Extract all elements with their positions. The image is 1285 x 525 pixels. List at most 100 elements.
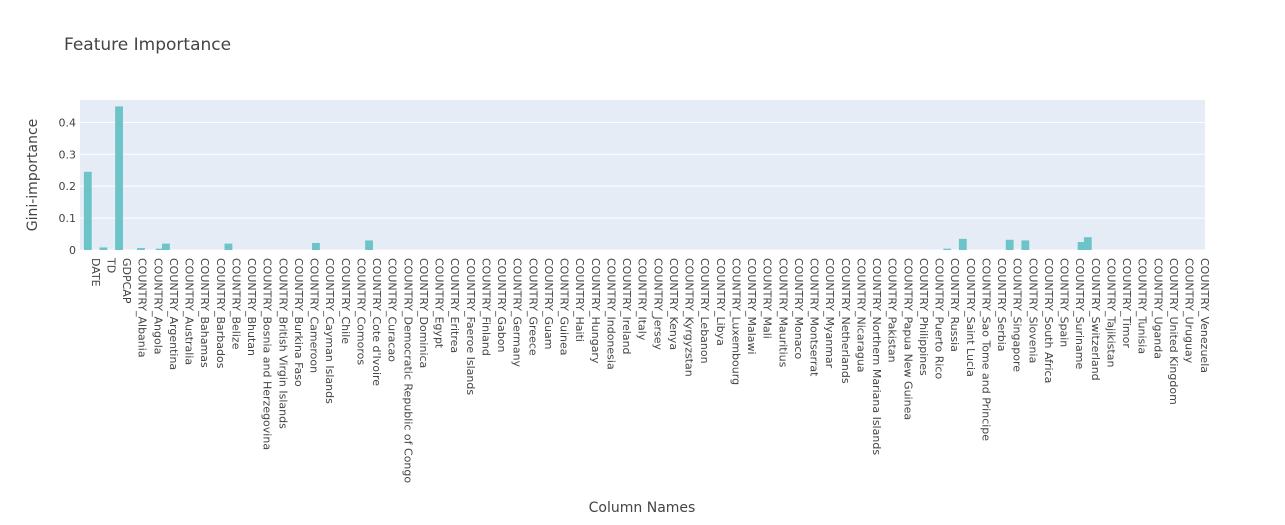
x-tick-label: COUNTRY_Uruguay	[1183, 258, 1196, 364]
x-tick-label: COUNTRY_Jersey	[651, 258, 664, 351]
x-tick-label: COUNTRY_Australia	[183, 258, 196, 365]
x-tick-label: COUNTRY_Kenya	[667, 258, 680, 350]
y-tick-label: 0.3	[59, 148, 77, 161]
x-tick-label: COUNTRY_Kyrgyzstan	[683, 258, 696, 377]
x-tick-label: COUNTRY_Uganda	[1151, 258, 1164, 359]
x-tick-label: COUNTRY_Malawi	[745, 258, 758, 355]
bar	[155, 248, 164, 250]
bar	[115, 106, 123, 250]
bar	[224, 243, 233, 250]
x-tick-label: COUNTRY_Curacao	[386, 258, 399, 362]
bar	[312, 242, 320, 250]
bar	[1021, 240, 1030, 250]
x-tick-label: COUNTRY_Philippines	[917, 258, 930, 376]
y-tick-label: 0	[69, 244, 76, 257]
x-tick-label: COUNTRY_Finland	[479, 258, 492, 356]
y-tick-label: 0.1	[59, 212, 77, 225]
x-tick-label: COUNTRY_Greece	[526, 258, 539, 356]
x-tick-label: COUNTRY_Cayman Islands	[323, 258, 336, 404]
bar	[1083, 237, 1092, 250]
x-tick-label: COUNTRY_Venezuela	[1198, 258, 1211, 373]
x-tick-label: COUNTRY_Ireland	[620, 258, 633, 355]
bars	[83, 106, 1092, 250]
x-tick-label: COUNTRY_Haiti	[573, 258, 586, 342]
x-tick-label: COUNTRY_Spain	[1058, 258, 1071, 347]
gridlines	[80, 121, 1205, 251]
x-axis-title: Column Names	[589, 500, 696, 516]
x-tick-label: COUNTRY_Tajikistan	[1104, 258, 1117, 367]
x-tick-label: COUNTRY_Myanmar	[823, 258, 836, 369]
x-tick-label: COUNTRY_Germany	[511, 258, 524, 368]
x-tick-label: COUNTRY_Netherlands	[839, 258, 852, 384]
x-tick-label: COUNTRY_Singapore	[1011, 258, 1024, 372]
x-tick-label: COUNTRY_Monaco	[792, 258, 805, 359]
x-axis-ticks: DATE TD GDPCAP COUNTRY_Albania COUNTRY_Angol…	[89, 257, 1211, 483]
x-tick-label: COUNTRY_Mauritius	[776, 258, 789, 368]
x-tick-label: COUNTRY_Hungary	[589, 258, 602, 364]
x-tick-label: COUNTRY_Egypt	[433, 258, 446, 349]
bar	[137, 248, 145, 250]
x-tick-label: COUNTRY_Lebanon	[698, 258, 711, 364]
x-tick-label: COUNTRY_Chile	[339, 258, 352, 344]
y-axis-title: Gini-importance	[25, 119, 41, 232]
bar	[958, 238, 967, 250]
x-tick-label: COUNTRY_Eritrea	[448, 258, 461, 353]
x-tick-label: COUNTRY_Bosnia and Herzegovina	[261, 258, 274, 450]
x-tick-label: COUNTRY_Barbados	[214, 258, 227, 369]
plot-area	[80, 100, 1205, 250]
x-tick-label: GDPCAP	[120, 258, 133, 304]
x-tick-label: COUNTRY_Cote d'Ivoire	[370, 258, 383, 386]
x-tick-label: COUNTRY_Guam	[542, 258, 555, 349]
x-tick-label: COUNTRY_Russia	[948, 258, 961, 352]
x-tick-label: COUNTRY_Libya	[714, 258, 727, 346]
x-tick-label: COUNTRY_Montserrat	[808, 258, 821, 377]
x-tick-label: COUNTRY_Angola	[151, 258, 164, 355]
x-tick-label: COUNTRY_Saint Lucia	[964, 258, 977, 377]
x-tick-label: COUNTRY_Comoros	[354, 258, 367, 365]
x-tick-label: COUNTRY_Belize	[229, 258, 242, 350]
x-tick-label: COUNTRY_Mali	[761, 258, 774, 339]
y-tick-label: 0.2	[59, 180, 77, 193]
x-tick-label: COUNTRY_Sao Tome and Principe	[979, 258, 992, 441]
bar	[99, 247, 108, 250]
x-tick-label: COUNTRY_Bahamas	[198, 258, 211, 368]
bar	[162, 243, 170, 250]
x-tick-label: COUNTRY_United Kingdom	[1167, 258, 1180, 405]
x-tick-label: COUNTRY_Indonesia	[604, 258, 617, 370]
x-tick-label: COUNTRY_Cameroon	[308, 258, 321, 373]
bar	[943, 248, 952, 250]
bar	[365, 240, 373, 250]
y-axis-ticks: 0 0.1 0.2 0.3 0.4	[59, 116, 77, 257]
x-tick-label: COUNTRY_Papua New Guinea	[901, 258, 914, 420]
x-tick-label: COUNTRY_Dominica	[417, 258, 430, 368]
bar	[1005, 239, 1014, 250]
x-tick-label: COUNTRY_Albania	[136, 258, 149, 358]
x-tick-label: DATE	[89, 258, 102, 287]
x-tick-label: COUNTRY_Northern Mariana Islands	[870, 258, 883, 455]
x-tick-label: COUNTRY_Faeroe Islands	[464, 258, 477, 395]
chart-title: Feature Importance	[64, 35, 231, 55]
x-tick-label: COUNTRY_Nicaragua	[854, 258, 867, 373]
x-tick-label: COUNTRY_Puerto Rico	[933, 258, 946, 379]
y-tick-label: 0.4	[59, 116, 77, 129]
x-tick-label: COUNTRY_South Africa	[1042, 258, 1055, 383]
x-tick-label: COUNTRY_Burkina Faso	[292, 258, 305, 387]
x-tick-label: COUNTRY_Gabon	[495, 258, 508, 352]
x-tick-label: COUNTRY_British Virgin Islands	[276, 258, 289, 429]
x-tick-label: COUNTRY_Guinea	[558, 258, 571, 356]
x-tick-label: COUNTRY_Suriname	[1073, 258, 1086, 369]
x-tick-label: COUNTRY_Switzerland	[1089, 258, 1102, 381]
x-tick-label: COUNTRY_Italy	[636, 258, 649, 341]
x-tick-label: COUNTRY_Bhutan	[245, 258, 258, 356]
bar	[83, 171, 92, 250]
x-tick-label: TD	[104, 257, 117, 273]
x-tick-label: COUNTRY_Timor	[1120, 258, 1133, 348]
x-tick-label: COUNTRY_Luxembourg	[729, 258, 742, 385]
x-tick-label: COUNTRY_Pakistan	[886, 258, 899, 363]
bar	[1077, 242, 1086, 250]
x-tick-label: COUNTRY_Slovenia	[1026, 258, 1039, 363]
x-tick-label: COUNTRY_Democratic Republic of Congo	[401, 258, 414, 483]
x-tick-label: COUNTRY_Tunisia	[1136, 258, 1149, 354]
x-tick-label: COUNTRY_Serbia	[995, 258, 1008, 352]
